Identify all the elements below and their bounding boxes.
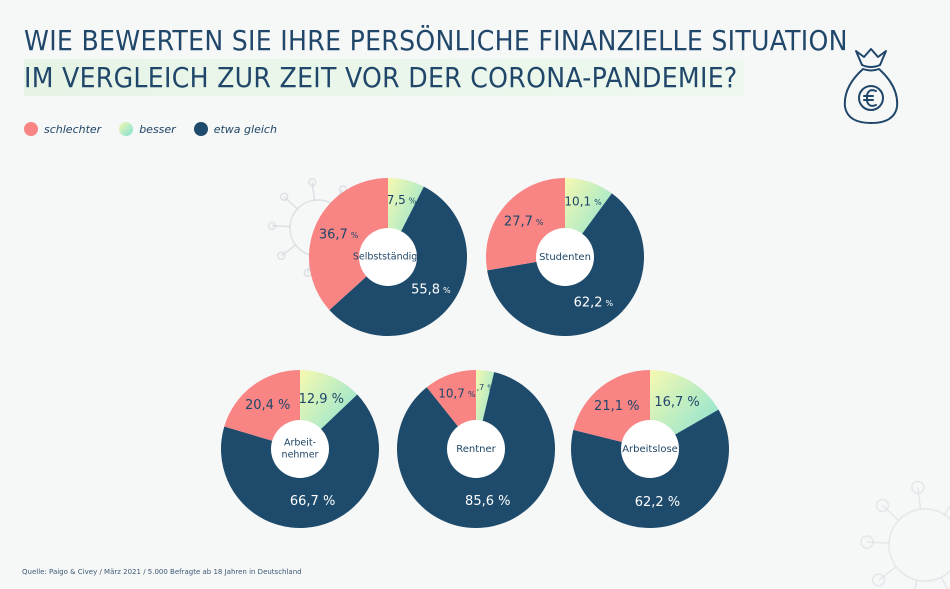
legend-item-schlechter: schlechter (24, 122, 101, 136)
group-label: Studenten (539, 252, 591, 263)
percent-sign: % (351, 231, 359, 240)
donut-chart: 12,9 % 66,7 % 20,4 % Arbeit-nehmer (221, 370, 379, 529)
slice-label: 12,9 % (299, 392, 344, 407)
donut-hole (621, 420, 679, 478)
group-label: Rentner (456, 444, 496, 455)
donut-slice-schlechter (308, 178, 388, 310)
donut-chart: 10,1 %62,2 %27,7 %Studenten (485, 177, 644, 336)
legend-swatch-schlechter (24, 122, 38, 136)
percent-sign: % (594, 197, 602, 206)
legend-label: etwa gleich (213, 122, 277, 136)
legend-item-etwa-gleich: etwa gleich (193, 122, 277, 136)
slice-label: 21,1 % (594, 399, 639, 414)
virus-shape (860, 480, 950, 589)
slice-label: 85,6 % (465, 494, 510, 509)
source-note: Quelle: Paigo & Civey / März 2021 / 5.00… (22, 568, 302, 576)
group-label: Arbeit- (284, 438, 316, 449)
chart-legend: schlechter besser etwa gleich (24, 122, 277, 136)
donut-chart: 16,7 % 62,2 % 21,1 % Arbeitslose (571, 370, 729, 528)
slice-label: 16,7 % (654, 395, 699, 410)
chart-title: WIE BEWERTEN SIE IHRE PERSÖNLICHE FINANZ… (24, 22, 848, 96)
donut-chart: 7,5 %55,8 %36,7 %Selbstständige (308, 178, 468, 337)
slice-label: 66,7 % (290, 494, 335, 509)
percent-sign: % (536, 218, 544, 227)
legend-swatch-etwa-gleich (193, 122, 208, 136)
percent-sign: % (606, 298, 614, 307)
money-bag-euro-icon (840, 45, 902, 131)
percent-sign: % (443, 285, 451, 294)
legend-label: besser (139, 122, 176, 136)
percent-sign: % (409, 196, 417, 205)
title-line-2: IM VERGLEICH ZUR ZEIT VOR DER CORONA-PAN… (24, 59, 744, 96)
donut-hole (359, 228, 417, 286)
donut-hole (447, 420, 505, 478)
legend-swatch-besser (119, 122, 134, 136)
donut-hole (536, 228, 594, 286)
donut-chart: 3,7%85,6 %10,7%Rentner (397, 370, 555, 528)
slice-label: 62,2 % (635, 495, 680, 510)
donut-hole (271, 420, 329, 478)
slice-label: 7,5% (387, 193, 417, 207)
legend-item-besser: besser (119, 122, 176, 136)
slice-label: 10,1% (564, 194, 602, 208)
group-label: nehmer (282, 450, 319, 461)
group-label: Arbeitslose (622, 444, 678, 455)
title-line-1: WIE BEWERTEN SIE IHRE PERSÖNLICHE FINANZ… (24, 24, 848, 57)
slice-label: 20,4 % (245, 398, 290, 413)
slice-label: 10,7% (438, 387, 476, 401)
percent-sign: % (468, 390, 476, 399)
legend-label: schlechter (44, 122, 102, 136)
group-label: Selbstständige (353, 252, 423, 263)
